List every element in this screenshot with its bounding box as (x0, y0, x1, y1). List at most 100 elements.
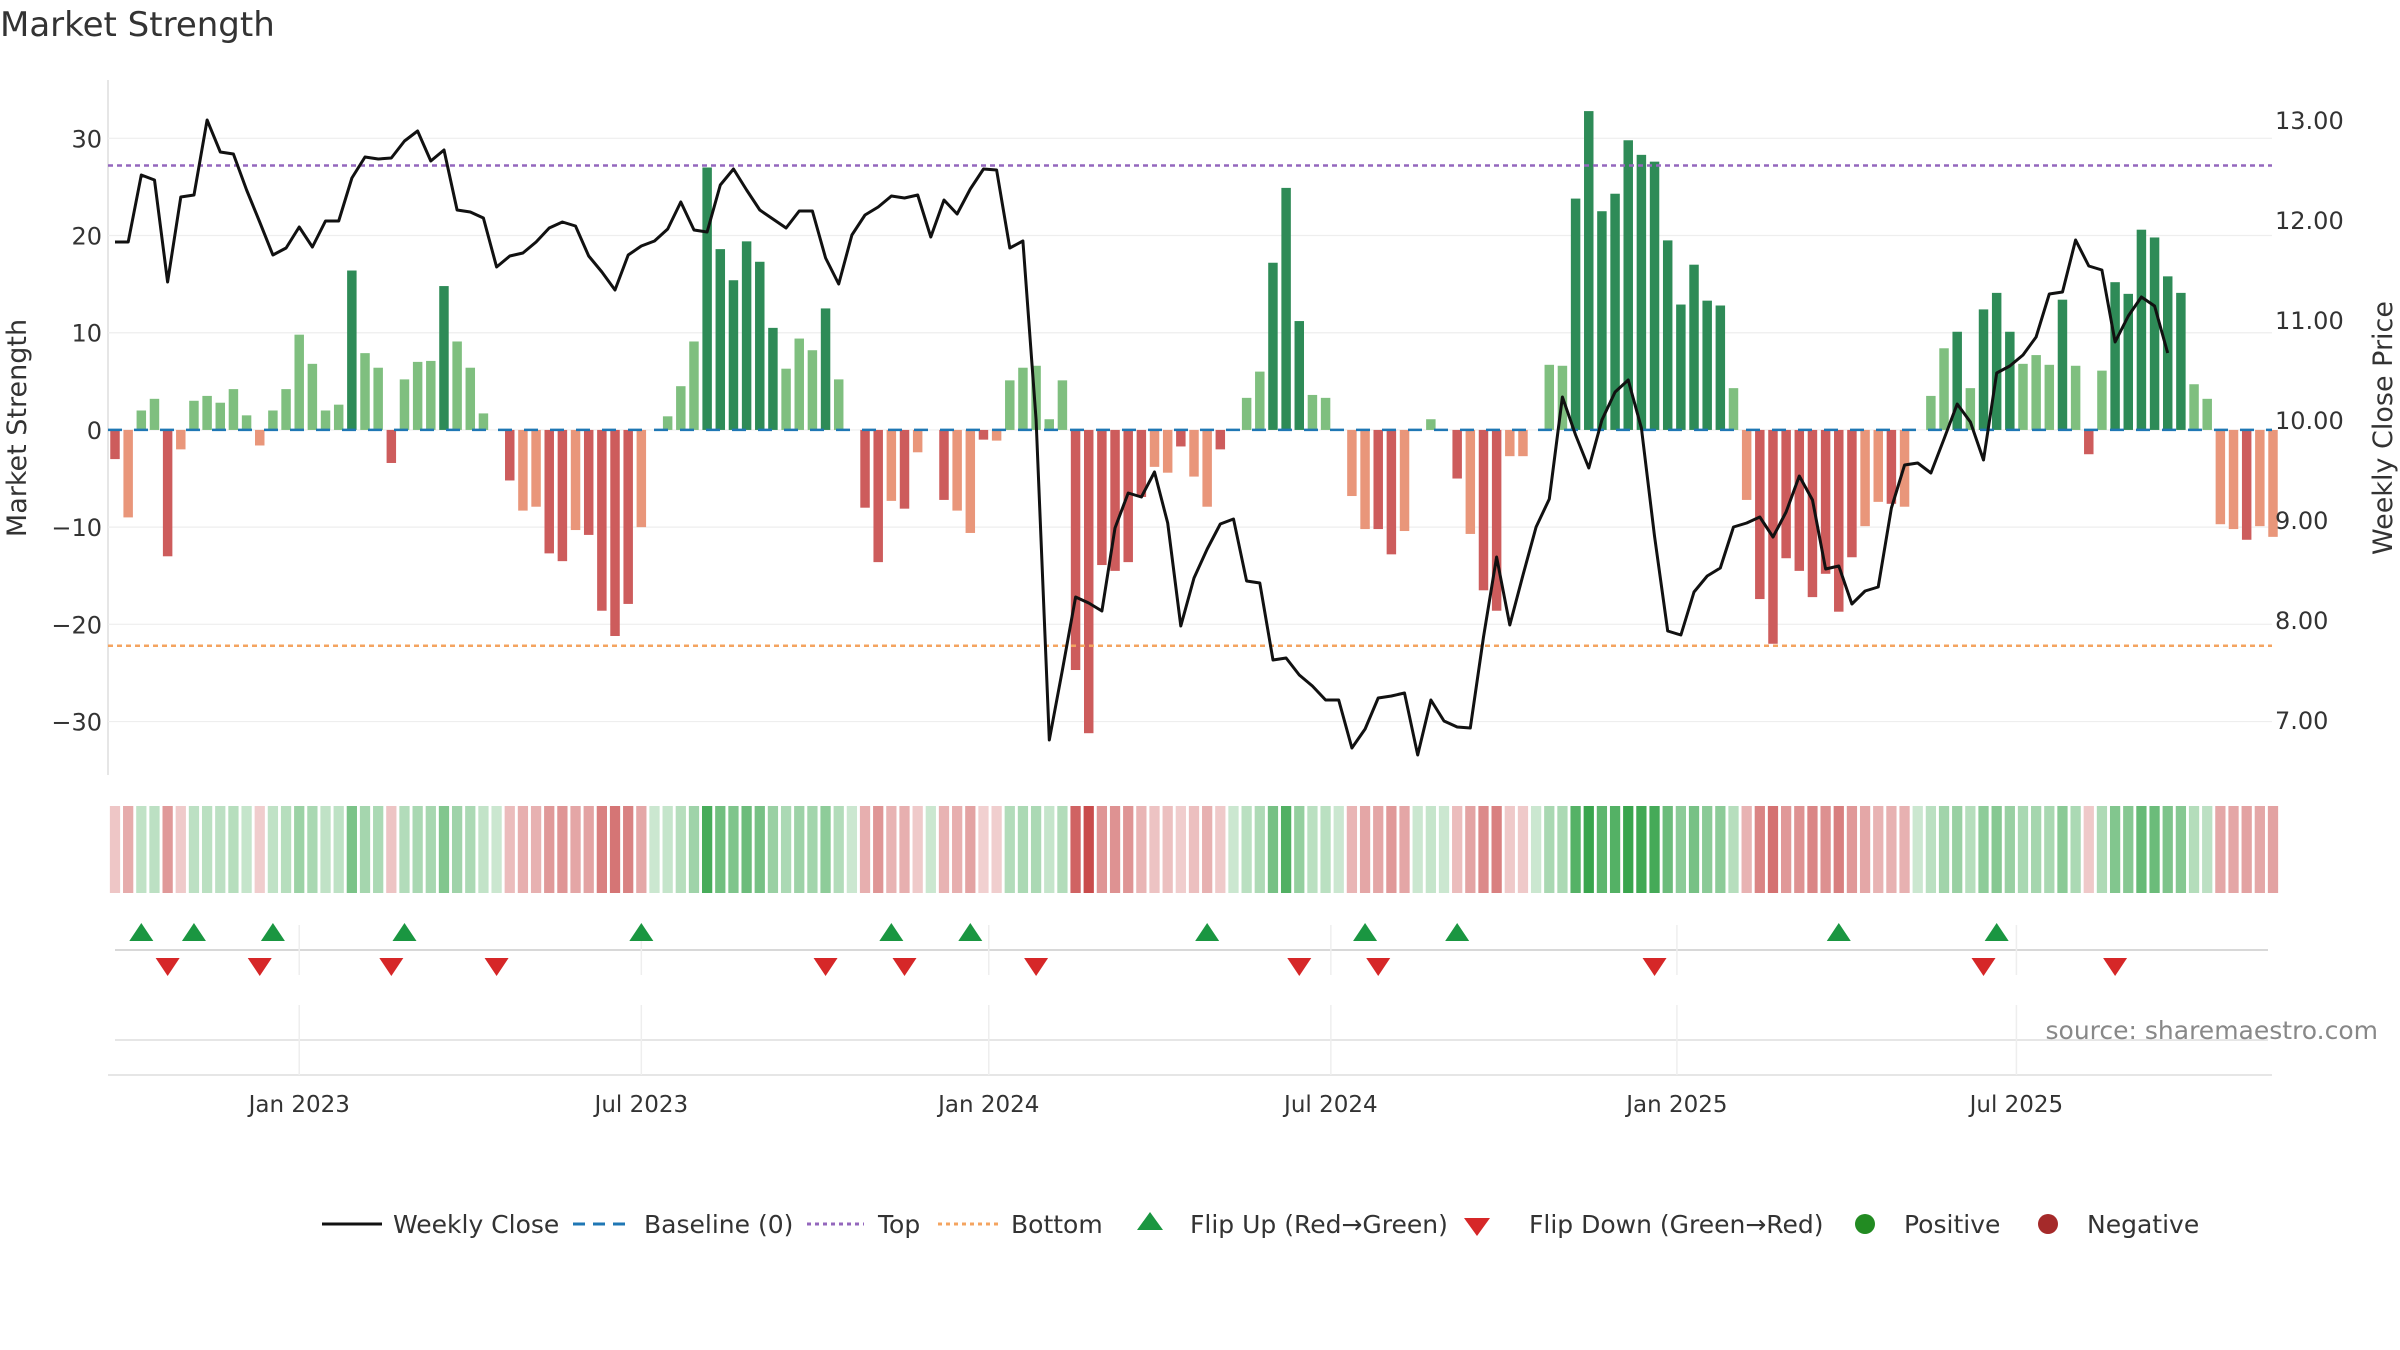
heat-cell (1636, 806, 1647, 893)
strength-bar (294, 334, 304, 430)
strength-bar (1518, 429, 1528, 457)
heat-cell (1859, 806, 1871, 893)
strength-bar (1926, 395, 1936, 430)
heat-cell (1609, 806, 1621, 893)
heat-cell (188, 806, 200, 893)
heat-cell (2044, 806, 2055, 893)
strength-bar (1083, 429, 1094, 734)
strength-bar (1794, 429, 1805, 571)
heat-cell (583, 806, 594, 893)
strength-bars (110, 111, 2278, 734)
strength-bar (268, 410, 278, 430)
heat-cell (1544, 806, 1555, 893)
heat-cell (333, 806, 344, 893)
strength-bar (1162, 429, 1173, 473)
heat-cell (1491, 806, 1502, 893)
strength-bar (1452, 429, 1462, 479)
heat-cell (767, 806, 779, 893)
strength-bar (439, 286, 449, 430)
strength-bar (1662, 240, 1673, 430)
heat-cell (1030, 806, 1042, 893)
flip-up-marker (129, 923, 154, 941)
flip-up-marker (629, 923, 654, 941)
strength-bar (1781, 429, 1791, 559)
y-tick-label: 10 (71, 320, 102, 348)
heat-cell (794, 806, 805, 893)
heat-cell (859, 806, 871, 893)
heat-cell (2083, 806, 2094, 893)
strength-bar (1623, 140, 1633, 430)
strength-bar (320, 410, 331, 430)
heat-cell (2149, 806, 2160, 893)
y2-tick-label: 10.00 (2275, 407, 2344, 435)
flip-down-marker (247, 958, 272, 976)
heat-cell (978, 806, 989, 893)
heat-cell (1478, 806, 1489, 893)
heat-cell (1794, 806, 1805, 893)
heat-cell (254, 806, 265, 893)
strength-bar (1728, 388, 1739, 430)
strength-bar (347, 270, 357, 430)
strength-bar (2268, 429, 2278, 537)
heat-cell (386, 806, 397, 893)
strength-bar (281, 389, 291, 430)
strength-bar (662, 416, 673, 430)
heat-cell (1702, 806, 1713, 893)
heat-cell (1688, 806, 1700, 893)
strength-bar (2176, 292, 2186, 430)
heat-cell (780, 806, 792, 893)
heat-cell (280, 806, 292, 893)
strength-bar (2070, 365, 2081, 430)
heat-cell (2123, 806, 2134, 893)
legend: Weekly Close Baseline (0) Top Bottom Fli… (322, 1210, 2199, 1239)
heat-cell (267, 806, 279, 893)
heat-cell (1399, 806, 1410, 893)
heat-cell (807, 806, 818, 893)
strength-bar (452, 341, 462, 430)
strength-bar (833, 379, 844, 430)
heat-cell (438, 806, 450, 893)
heat-cell (241, 806, 252, 893)
strength-bar (1505, 429, 1515, 457)
strength-bar (1991, 292, 2002, 430)
heat-cell (2188, 806, 2200, 893)
heat-cell (1662, 806, 1673, 893)
strength-bar (1255, 371, 1265, 430)
strength-bar (755, 261, 765, 430)
heat-cell (820, 806, 831, 893)
flip-up-marker (260, 923, 285, 941)
strength-bar (2005, 331, 2015, 430)
heat-cell (754, 806, 765, 893)
legend-bottom: Bottom (1011, 1210, 1103, 1239)
heat-cell (925, 806, 936, 893)
heat-cell (373, 806, 384, 893)
weekly-close-line (115, 118, 2170, 757)
strength-bar (202, 395, 212, 430)
heat-cell (320, 806, 331, 893)
flip-up-marker (392, 923, 417, 941)
strength-bar (2031, 355, 2041, 430)
price-series (115, 118, 2170, 757)
strength-bar (570, 429, 581, 531)
strength-bar (1044, 419, 1054, 430)
legend-weekly-close: Weekly Close (393, 1210, 559, 1239)
strength-bar (465, 367, 476, 430)
strength-bar (426, 360, 436, 430)
strength-bar (610, 429, 620, 636)
heat-cell (952, 806, 963, 893)
heat-cell (2136, 806, 2147, 893)
strength-bar (1820, 429, 1831, 574)
heat-cell (530, 806, 542, 893)
heat-cell (2017, 806, 2029, 893)
strength-bar (505, 429, 515, 481)
heat-cell (1873, 806, 1884, 893)
heat-cell (1465, 806, 1476, 893)
strength-bar (2123, 293, 2133, 430)
flip-down-marker (2103, 958, 2128, 976)
strength-bar (2149, 237, 2160, 430)
flip-down-marker (484, 958, 509, 976)
flip-up-marker (181, 923, 206, 941)
heat-cell (162, 806, 173, 893)
x-tick-label: Jul 2025 (1968, 1092, 2064, 1118)
legend-negative: Negative (2087, 1210, 2199, 1239)
